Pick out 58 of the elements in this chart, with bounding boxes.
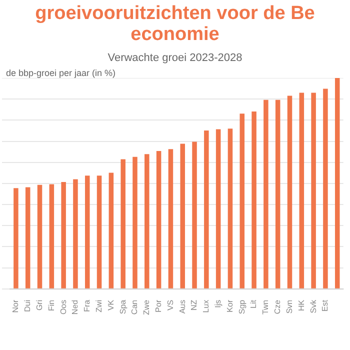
x-tick-label: Cze [273, 299, 282, 314]
bar [96, 175, 102, 288]
bar [252, 111, 256, 288]
x-tick-label: Twn [261, 300, 270, 314]
x-tick-label: VS [166, 300, 175, 310]
x-tick-label: Por [154, 299, 164, 312]
chart-title: groeivooruitzichten voor de Be economie [34, 3, 316, 46]
bar [299, 92, 304, 288]
bar [120, 158, 126, 288]
x-tick-label: Est [320, 298, 330, 312]
bar [228, 128, 233, 288]
x-tick-label: Ned [70, 300, 80, 314]
x-tick-label: Oos [58, 300, 68, 314]
bar [84, 175, 90, 288]
x-tick-label: Lit [249, 298, 258, 308]
x-tick-label: HK [296, 299, 306, 311]
bar [216, 129, 221, 288]
x-tick-label: Svn [284, 300, 294, 314]
x-tick-label: Dui [23, 299, 32, 312]
x-tick-label: Ijs [214, 300, 223, 308]
chart-subtitle: Verwachte groei 2023-2028 [106, 52, 244, 64]
bar [240, 113, 245, 288]
x-tick-label: Nor [11, 299, 20, 313]
bar [275, 100, 280, 288]
x-tick-label: Zwi [94, 299, 104, 312]
bar [264, 100, 268, 288]
bar [204, 130, 209, 288]
bar [311, 92, 316, 288]
x-tick-label: Fra [82, 299, 92, 312]
x-tick-label: Can [130, 300, 140, 314]
y-axis-title: de bbp-groei per jaar (in %) [6, 68, 117, 78]
x-tick-label: Sgp [237, 299, 246, 314]
x-tick-label: NZ [190, 300, 199, 310]
bar [73, 179, 78, 288]
x-tick-label: VK [106, 299, 116, 310]
x-tick-label: Spa [118, 299, 128, 314]
bar [132, 156, 138, 288]
x-tick-label: Kor [225, 299, 234, 312]
bar [37, 184, 42, 288]
bar [14, 188, 18, 288]
x-tick-label: Gri [34, 299, 44, 310]
bar [108, 172, 114, 288]
x-tick-label: Aus [178, 300, 187, 314]
bar [61, 182, 66, 288]
x-tick-label: Svk [308, 298, 318, 314]
bar [323, 88, 328, 288]
bar [287, 95, 292, 288]
bar [192, 141, 197, 288]
bar [49, 184, 54, 288]
bar [168, 148, 174, 288]
bar [156, 150, 162, 288]
bar [334, 78, 340, 288]
x-tick-label: Zwe [142, 299, 152, 315]
x-tick-label: Fin [46, 300, 56, 311]
bar [25, 187, 30, 288]
bar [144, 154, 150, 288]
bar [180, 144, 185, 288]
x-tick-label: Lux [202, 300, 211, 313]
